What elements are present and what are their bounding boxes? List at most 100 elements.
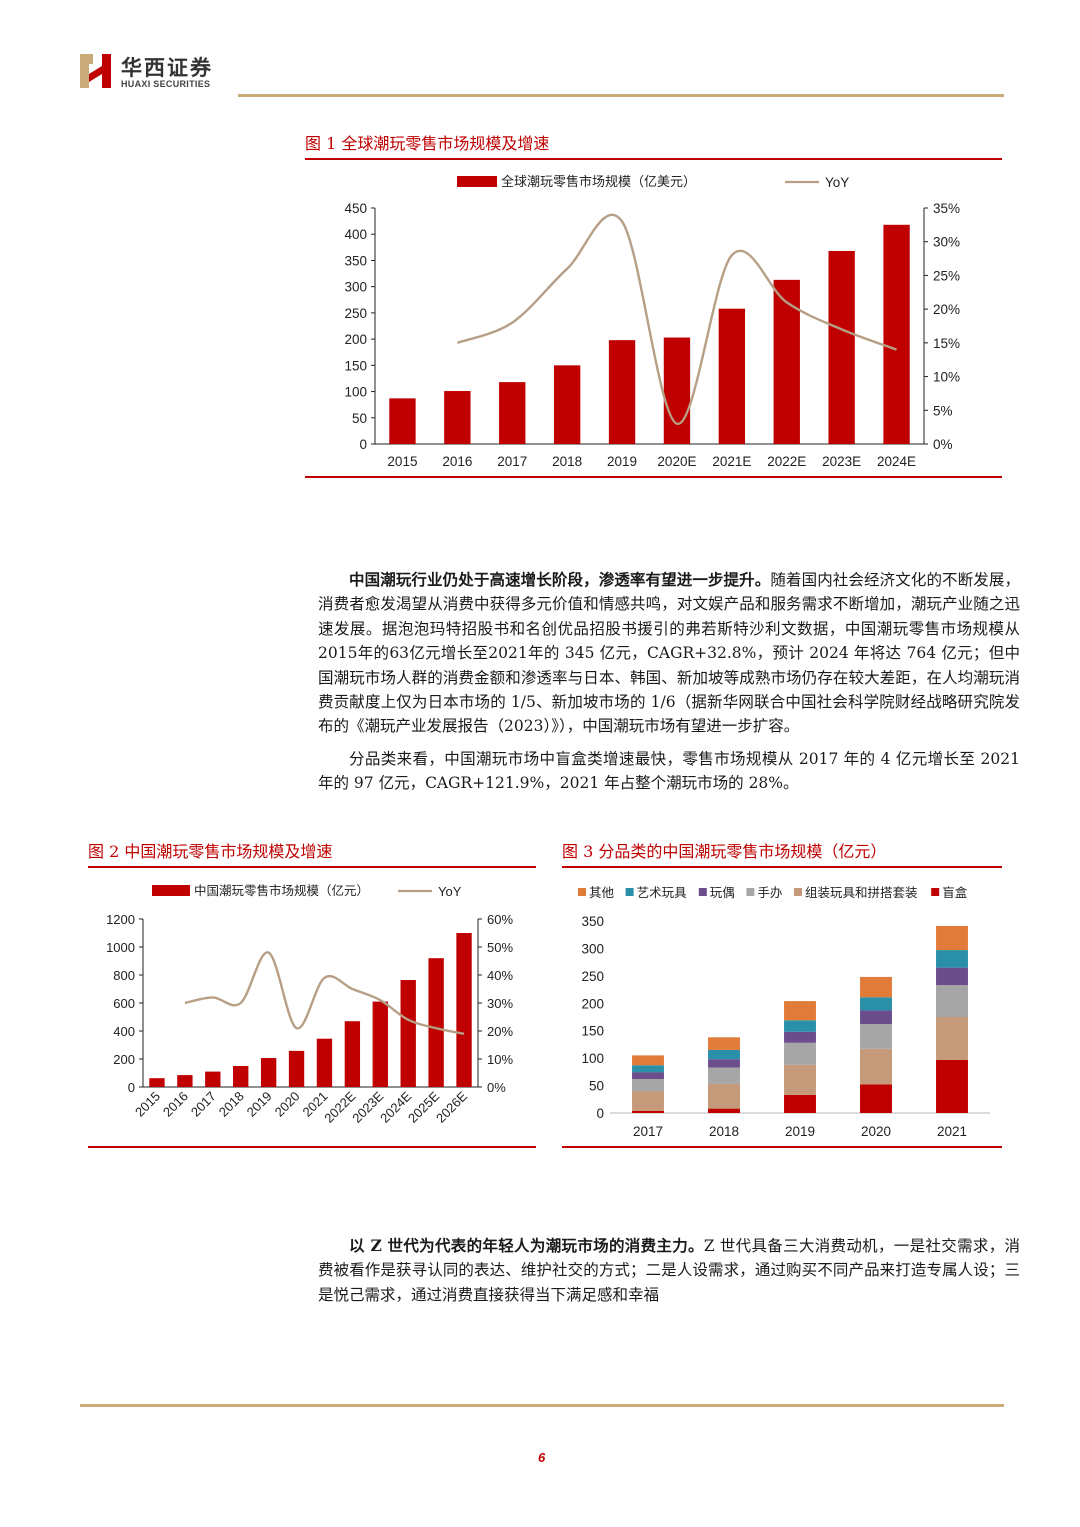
stack-segment xyxy=(784,1064,816,1095)
legend-label: 玩偶 xyxy=(710,886,735,900)
figure-2-title: 图 2 中国潮玩零售市场规模及增速 xyxy=(88,842,333,861)
stack-segment xyxy=(936,985,968,1017)
x-tick-label: 2017 xyxy=(497,454,527,469)
x-tick-label: 2020 xyxy=(861,1124,891,1139)
stack-segment xyxy=(936,925,968,951)
paragraph-3-lead: 以 Z 世代为代表的年轻人为潮玩市场的消费主力。 xyxy=(349,1236,704,1255)
bar xyxy=(177,1075,193,1087)
figure-2-top-rule xyxy=(88,866,536,868)
x-tick-label: 2024E xyxy=(877,454,916,469)
y2-tick-label: 35% xyxy=(933,201,960,216)
y-tick-label: 0 xyxy=(359,437,367,452)
stack-segment xyxy=(632,1072,664,1079)
stack-segment xyxy=(784,1094,816,1113)
paragraph-1: 中国潮玩行业仍处于高速增长阶段，渗透率有望进一步提升。随着国内社会经济文化的不断… xyxy=(318,568,1020,739)
stack-segment xyxy=(784,1042,816,1065)
y-tick-label: 200 xyxy=(344,332,367,347)
bar xyxy=(828,251,855,444)
y2-tick-label: 0% xyxy=(487,1080,506,1095)
x-tick-label: 2018 xyxy=(216,1089,247,1120)
stack-segment xyxy=(860,1010,892,1025)
bar xyxy=(499,382,526,444)
bar xyxy=(718,308,746,444)
y-tick-label: 100 xyxy=(344,385,367,400)
y2-tick-label: 30% xyxy=(933,235,960,250)
y2-tick-label: 10% xyxy=(487,1052,513,1067)
footer-rule xyxy=(80,1404,1004,1407)
x-tick-label: 2020E xyxy=(657,454,696,469)
x-tick-label: 2021E xyxy=(712,454,751,469)
y-tick-label: 150 xyxy=(344,358,367,373)
x-tick-label: 2018 xyxy=(709,1124,739,1139)
figure-2-bottom-rule xyxy=(88,1146,536,1148)
x-tick-label: 2019 xyxy=(607,454,637,469)
header-rule xyxy=(238,94,1004,97)
y2-tick-label: 15% xyxy=(933,336,960,351)
y-tick-label: 50 xyxy=(352,411,367,426)
stack-segment xyxy=(632,1078,664,1092)
x-tick-label: 2022E xyxy=(767,454,806,469)
logo-mark-icon xyxy=(80,54,111,88)
legend-swatch xyxy=(794,888,802,896)
stack-segment xyxy=(632,1091,664,1111)
y-tick-label: 300 xyxy=(581,941,604,956)
stack-segment xyxy=(632,1065,664,1073)
y-tick-label: 100 xyxy=(581,1051,604,1066)
stack-segment xyxy=(632,1110,664,1113)
y-tick-label: 1200 xyxy=(106,912,135,927)
y2-tick-label: 10% xyxy=(933,370,960,385)
legend-label: 艺术玩具 xyxy=(637,886,688,900)
y-tick-label: 150 xyxy=(581,1024,604,1039)
paragraph-3-body: Z 世代具备三大消费动机，一是社交需求，消费被看作是获寻认同的表达、维护社交的方… xyxy=(318,1237,1021,1304)
bar xyxy=(149,1078,165,1087)
bar xyxy=(553,365,581,444)
company-name-en: HUAXI SECURITIES xyxy=(121,79,211,89)
legend-swatch xyxy=(746,888,755,896)
stack-segment xyxy=(860,997,892,1011)
paragraph-2: 分品类来看，中国潮玩市场中盲盒类增速最快，零售市场规模从 2017 年的 4 亿… xyxy=(318,749,1020,793)
yoy-line xyxy=(456,213,897,425)
paragraph-1-body: 随着国内社会经济文化的不断发展，消费者愈发渴望从消费中获得多元价值和情感共鸣，对… xyxy=(318,571,1020,736)
paragraph-1-lead: 中国潮玩行业仍处于高速增长阶段，渗透率有望进一步提升。 xyxy=(349,570,771,589)
yoy-line xyxy=(184,951,465,1035)
legend-swatch-bar xyxy=(457,176,497,187)
stack-segment xyxy=(708,1067,740,1084)
body-section-1: 中国潮玩行业仍处于高速增长阶段，渗透率有望进一步提升。随着国内社会经济文化的不断… xyxy=(318,568,1020,804)
x-tick-label: 2026E xyxy=(433,1088,470,1125)
figure-3-title: 图 3 分品类的中国潮玩零售市场规模（亿元） xyxy=(562,842,887,861)
legend-label: 其他 xyxy=(589,886,615,900)
bar xyxy=(608,340,636,444)
figure-1-title: 图 1 全球潮玩零售市场规模及增速 xyxy=(305,134,550,153)
stack-segment xyxy=(936,967,968,986)
legend-swatch xyxy=(625,888,634,896)
legend-swatch-bar xyxy=(152,885,190,896)
figure-3-chart: 其他 艺术玩具 玩偶 手办 组装玩具和拼搭套装 盲盒 0 50 100 150 200 250 300 3… xyxy=(578,885,990,1139)
company-name-cn: 华西证券 xyxy=(121,56,213,80)
stack-segment xyxy=(708,1049,740,1060)
bar xyxy=(456,933,472,1087)
y2-tick-label: 0% xyxy=(933,437,953,452)
y-tick-label: 0 xyxy=(128,1080,135,1095)
paragraph-3: 以 Z 世代为代表的年轻人为潮玩市场的消费主力。Z 世代具备三大消费动机，一是社… xyxy=(318,1234,1020,1307)
legend-label-bar: 全球潮玩零售市场规模（亿美元） xyxy=(501,174,696,189)
bar xyxy=(663,337,691,444)
stack-segment xyxy=(708,1108,740,1113)
bar xyxy=(233,1066,249,1087)
figure-1-top-rule xyxy=(305,158,1002,160)
figure-3-bottom-rule xyxy=(562,1146,1002,1148)
stack-segment xyxy=(708,1083,740,1109)
y-tick-label: 450 xyxy=(344,201,367,216)
figure-3-top-rule xyxy=(562,866,1002,868)
x-tick-label: 2021 xyxy=(937,1124,967,1139)
y2-tick-label: 60% xyxy=(487,912,513,927)
legend-label-bar: 中国潮玩零售市场规模（亿元） xyxy=(194,883,369,898)
bar xyxy=(316,1038,333,1087)
legend-swatch xyxy=(698,888,707,896)
x-tick-label: 2020 xyxy=(272,1089,303,1120)
x-tick-label: 2015 xyxy=(132,1089,163,1120)
stack-segment xyxy=(936,950,968,968)
legend-label: 组装玩具和拼搭套装 xyxy=(805,885,918,900)
stack-segment xyxy=(784,1020,816,1032)
legend-swatch xyxy=(931,888,940,896)
stack-segment xyxy=(860,1048,892,1085)
